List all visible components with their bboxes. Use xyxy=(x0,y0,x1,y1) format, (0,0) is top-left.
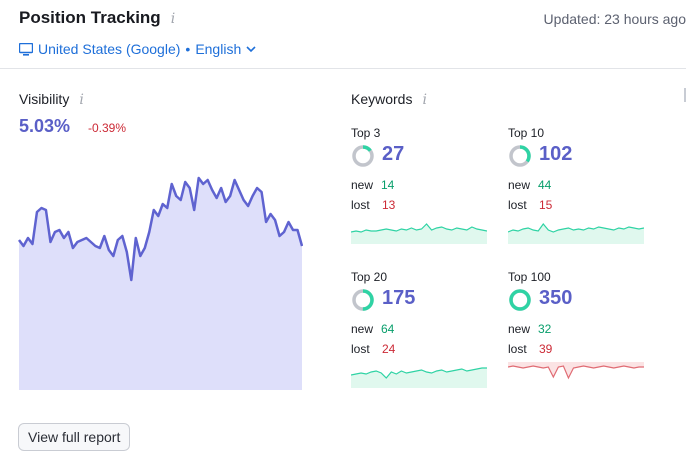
bucket-count: 350 xyxy=(539,287,573,309)
lost-count: 13 xyxy=(382,198,396,212)
ring-icon xyxy=(352,289,374,311)
keyword-bucket-top10[interactable]: Top 10 102 new 44 lost 15 xyxy=(508,126,648,256)
ring-icon xyxy=(509,145,531,167)
location-separator: • xyxy=(185,41,191,57)
new-count: 44 xyxy=(538,178,552,192)
monitor-icon xyxy=(19,42,33,56)
ring-icon xyxy=(352,145,374,167)
info-icon[interactable]: i xyxy=(170,11,176,27)
sparkline xyxy=(508,362,644,380)
ring-fill xyxy=(352,145,374,167)
visibility-trend-chart xyxy=(18,176,303,390)
sparkline xyxy=(351,223,487,244)
new-label: new xyxy=(351,178,374,192)
visibility-label-text: Visibility xyxy=(19,91,70,107)
new-label: new xyxy=(351,322,374,336)
location-selector[interactable]: United States (Google) • English xyxy=(19,41,256,57)
keywords-label-text: Keywords xyxy=(351,91,413,107)
visibility-area xyxy=(19,178,302,390)
visibility-label: Visibility i xyxy=(19,91,84,108)
lost-count: 24 xyxy=(382,342,396,356)
bucket-label: Top 10 xyxy=(508,126,545,140)
info-icon[interactable]: i xyxy=(422,92,427,108)
sparkline-line xyxy=(351,367,487,379)
new-count: 32 xyxy=(538,322,552,336)
chevron-down-icon xyxy=(246,45,256,52)
ring-fill xyxy=(509,289,531,311)
info-icon[interactable]: i xyxy=(79,92,84,108)
last-updated: Updated: 23 hours ago xyxy=(543,11,686,27)
ring-fill xyxy=(509,145,531,167)
sparkline-line xyxy=(351,223,487,233)
widget-header: Position Tracking i Updated: 23 hours ago… xyxy=(0,0,686,69)
sparkline-area xyxy=(351,368,487,388)
lost-count: 15 xyxy=(539,198,553,212)
sparkline-area xyxy=(508,224,644,244)
new-count: 14 xyxy=(381,178,395,192)
bucket-count: 102 xyxy=(539,143,573,165)
visibility-value: 5.03% xyxy=(19,116,71,136)
keywords-label: Keywords i xyxy=(351,91,427,108)
widget-title: Position Tracking i xyxy=(19,8,175,28)
location-country: United States (Google) xyxy=(38,41,181,57)
sparkline-area xyxy=(351,224,487,244)
ring-fill xyxy=(352,289,374,311)
bucket-label: Top 20 xyxy=(351,270,388,284)
visibility-delta: -0.39% xyxy=(88,121,127,135)
lost-label: lost xyxy=(351,198,370,212)
lost-label: lost xyxy=(508,342,527,356)
location-language: English xyxy=(195,41,242,57)
new-count: 64 xyxy=(381,322,395,336)
widget-title-text: Position Tracking xyxy=(19,8,161,27)
sparkline-area xyxy=(508,362,644,378)
keyword-bucket-top20[interactable]: Top 20 175 new 64 lost 24 xyxy=(351,270,491,400)
sparkline xyxy=(508,223,644,244)
lost-label: lost xyxy=(508,198,527,212)
bucket-label: Top 3 xyxy=(351,126,381,140)
keyword-bucket-top3[interactable]: Top 3 27 new 14 lost 13 xyxy=(351,126,491,256)
visibility-line xyxy=(18,176,303,282)
lost-count: 39 xyxy=(539,342,553,356)
ring-icon xyxy=(509,289,531,311)
next-column-edge xyxy=(684,88,686,102)
bucket-label: Top 100 xyxy=(508,270,551,284)
view-full-report-button[interactable]: View full report xyxy=(18,423,131,451)
sparkline xyxy=(351,367,487,388)
keyword-bucket-top100[interactable]: Top 100 350 new 32 lost 39 xyxy=(508,270,648,400)
bucket-count: 175 xyxy=(382,287,416,309)
new-label: new xyxy=(508,178,531,192)
bucket-count: 27 xyxy=(382,143,405,165)
lost-label: lost xyxy=(351,342,370,356)
new-label: new xyxy=(508,322,531,336)
sparkline-line xyxy=(508,223,644,233)
sparkline-line xyxy=(508,365,644,380)
